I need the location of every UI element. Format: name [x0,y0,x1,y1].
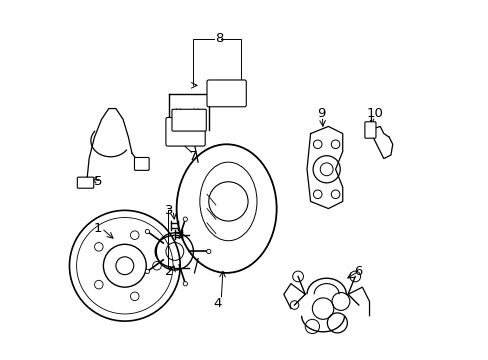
FancyBboxPatch shape [134,157,149,170]
Circle shape [183,217,187,221]
Circle shape [145,269,149,274]
Text: 4: 4 [213,297,222,310]
Text: 8: 8 [215,32,223,45]
FancyBboxPatch shape [165,117,205,146]
Text: 3: 3 [165,204,173,217]
FancyBboxPatch shape [77,177,94,188]
FancyBboxPatch shape [206,80,246,107]
FancyBboxPatch shape [172,109,206,131]
Circle shape [145,229,149,234]
Text: 6: 6 [354,265,362,278]
Text: 10: 10 [366,107,383,120]
Text: 7: 7 [188,150,197,163]
Circle shape [206,249,210,253]
Text: 1: 1 [94,222,102,235]
Circle shape [183,282,187,286]
Text: 2: 2 [165,265,173,278]
Text: 5: 5 [94,175,102,188]
Text: 9: 9 [316,107,325,120]
FancyBboxPatch shape [364,122,375,138]
